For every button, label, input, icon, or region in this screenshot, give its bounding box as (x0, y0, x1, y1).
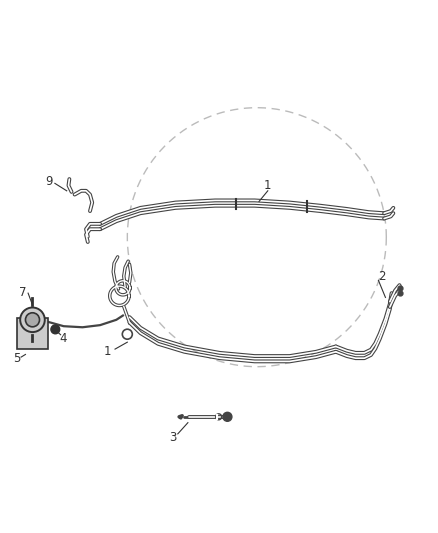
Text: 1: 1 (103, 345, 111, 358)
Text: 7: 7 (19, 286, 27, 298)
Text: 4: 4 (59, 332, 67, 345)
Circle shape (20, 308, 45, 332)
Text: 5: 5 (13, 352, 20, 365)
Text: 2: 2 (377, 270, 385, 282)
Text: 3: 3 (169, 431, 176, 443)
Text: 1: 1 (263, 179, 271, 192)
Circle shape (51, 325, 60, 334)
Circle shape (25, 313, 39, 327)
Text: 9: 9 (45, 175, 53, 188)
Circle shape (223, 413, 231, 421)
Bar (17, 318, 48, 349)
